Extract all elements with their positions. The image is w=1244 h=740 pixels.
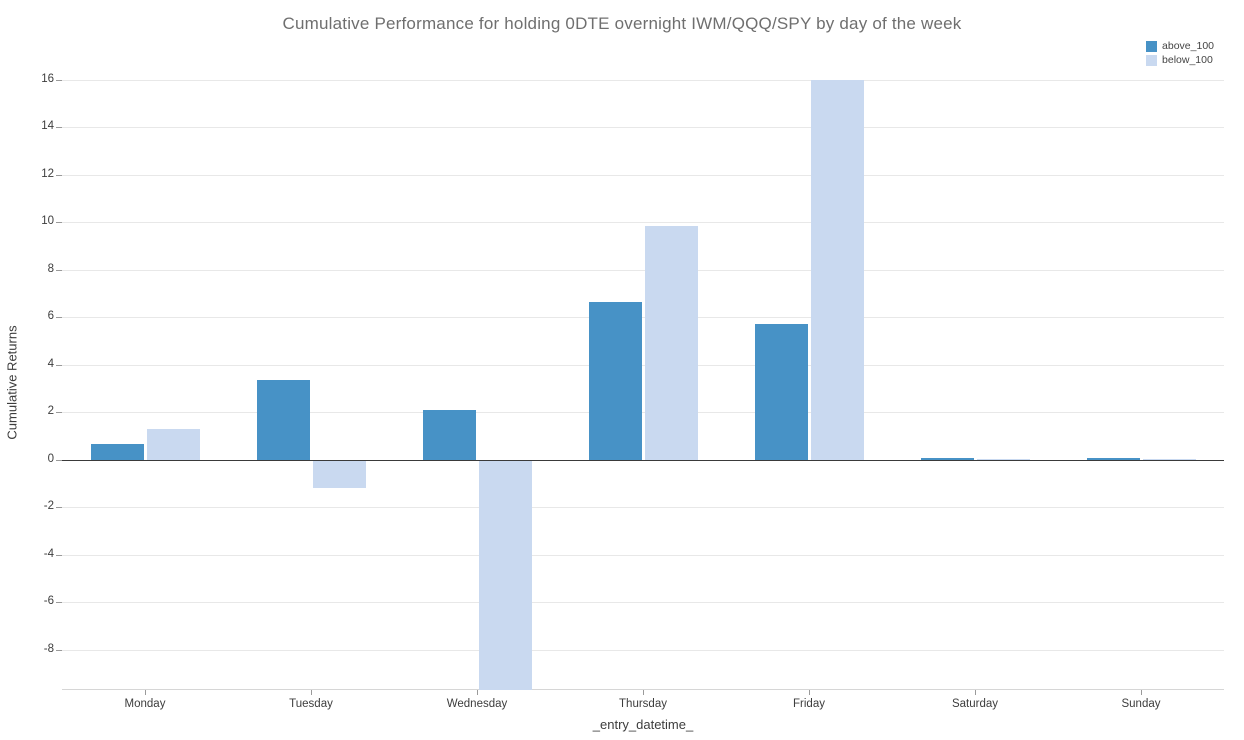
- x-tick-mark: [311, 690, 312, 695]
- y-tick-mark: [56, 602, 62, 604]
- y-tick-mark: [56, 317, 62, 319]
- y-tick-label: 2: [47, 405, 54, 418]
- x-axis-title: _entry_datetime_: [592, 717, 694, 732]
- x-tick-label: Monday: [124, 698, 166, 710]
- y-tick-label: 14: [41, 120, 54, 133]
- gridline: [62, 80, 1224, 81]
- x-tick-label: Wednesday: [446, 698, 508, 710]
- x-tick-mark: [145, 690, 146, 695]
- y-tick-label: -4: [43, 547, 54, 560]
- y-tick-label: 0: [47, 452, 54, 465]
- y-tick-mark: [56, 459, 62, 461]
- x-tick-mark: [643, 690, 644, 695]
- y-tick-label: 16: [41, 73, 54, 85]
- gridline: [62, 364, 1224, 366]
- bar-above_100-tuesday[interactable]: [256, 380, 310, 460]
- x-tick-label: Sunday: [1121, 698, 1161, 710]
- gridline: [62, 222, 1224, 224]
- bar-below_100-tuesday[interactable]: [312, 459, 366, 489]
- y-tick-mark: [56, 174, 62, 176]
- y-tick-mark: [56, 269, 62, 271]
- y-axis-title: Cumulative Returns: [4, 325, 20, 440]
- legend-item-below-100[interactable]: below_100: [1146, 54, 1214, 66]
- y-tick-label: 4: [47, 357, 54, 370]
- bar-below_100-monday[interactable]: [146, 428, 200, 460]
- y-tick-label: 8: [47, 262, 54, 275]
- y-tick-label: -8: [43, 642, 54, 655]
- y-tick-mark: [56, 222, 62, 224]
- gridline: [62, 174, 1224, 176]
- chart-title: Cumulative Performance for holding 0DTE …: [282, 14, 962, 33]
- x-tick-mark: [975, 690, 976, 695]
- y-tick-mark: [56, 507, 62, 509]
- legend-swatch-below-100-icon: [1146, 54, 1158, 66]
- x-tick-mark: [477, 690, 478, 695]
- bar-below_100-thursday[interactable]: [644, 225, 698, 460]
- legend-swatch-above-100-icon: [1146, 40, 1158, 52]
- x-tick-mark: [1141, 690, 1142, 695]
- gridline: [62, 554, 1224, 556]
- bar-above_100-sunday[interactable]: [1086, 458, 1140, 460]
- gridline: [62, 317, 1224, 319]
- gridline: [62, 412, 1224, 414]
- bar-below_100-friday[interactable]: [810, 80, 864, 460]
- plot-area: [62, 80, 1224, 690]
- x-tick-label: Thursday: [619, 698, 667, 710]
- y-tick-mark: [56, 80, 62, 81]
- zero-baseline: [62, 459, 1224, 461]
- bar-above_100-friday[interactable]: [754, 324, 808, 460]
- y-tick-label: 12: [41, 167, 54, 180]
- y-tick-label: -2: [43, 500, 54, 513]
- bar-below_100-wednesday[interactable]: [478, 459, 532, 690]
- gridline: [62, 269, 1224, 271]
- y-tick-label: -6: [43, 595, 54, 608]
- bar-above_100-wednesday[interactable]: [422, 409, 476, 460]
- x-tick-label: Saturday: [951, 698, 999, 710]
- legend-item-above-100[interactable]: above_100: [1146, 40, 1214, 52]
- legend: above_100 below_100: [1146, 40, 1214, 66]
- y-tick-mark: [56, 554, 62, 556]
- y-tick-mark: [56, 127, 62, 129]
- bar-below_100-sunday[interactable]: [1142, 459, 1196, 461]
- gridline: [62, 602, 1224, 604]
- x-tick-label: Tuesday: [289, 698, 333, 710]
- y-tick-label: 10: [41, 215, 54, 228]
- gridline: [62, 649, 1224, 651]
- y-tick-mark: [56, 364, 62, 366]
- gridline: [62, 127, 1224, 129]
- x-tick-mark: [809, 690, 810, 695]
- bar-above_100-thursday[interactable]: [588, 301, 642, 460]
- y-tick-mark: [56, 649, 62, 651]
- bar-below_100-saturday[interactable]: [976, 459, 1030, 461]
- legend-label-below-100: below_100: [1162, 54, 1213, 66]
- x-tick-label: Friday: [793, 698, 825, 710]
- y-tick-mark: [56, 412, 62, 414]
- bar-above_100-monday[interactable]: [90, 444, 144, 460]
- bar-above_100-saturday[interactable]: [920, 458, 974, 460]
- legend-label-above-100: above_100: [1162, 40, 1214, 52]
- y-tick-label: 6: [47, 310, 54, 323]
- x-axis-line: [62, 689, 1224, 690]
- gridline: [62, 507, 1224, 509]
